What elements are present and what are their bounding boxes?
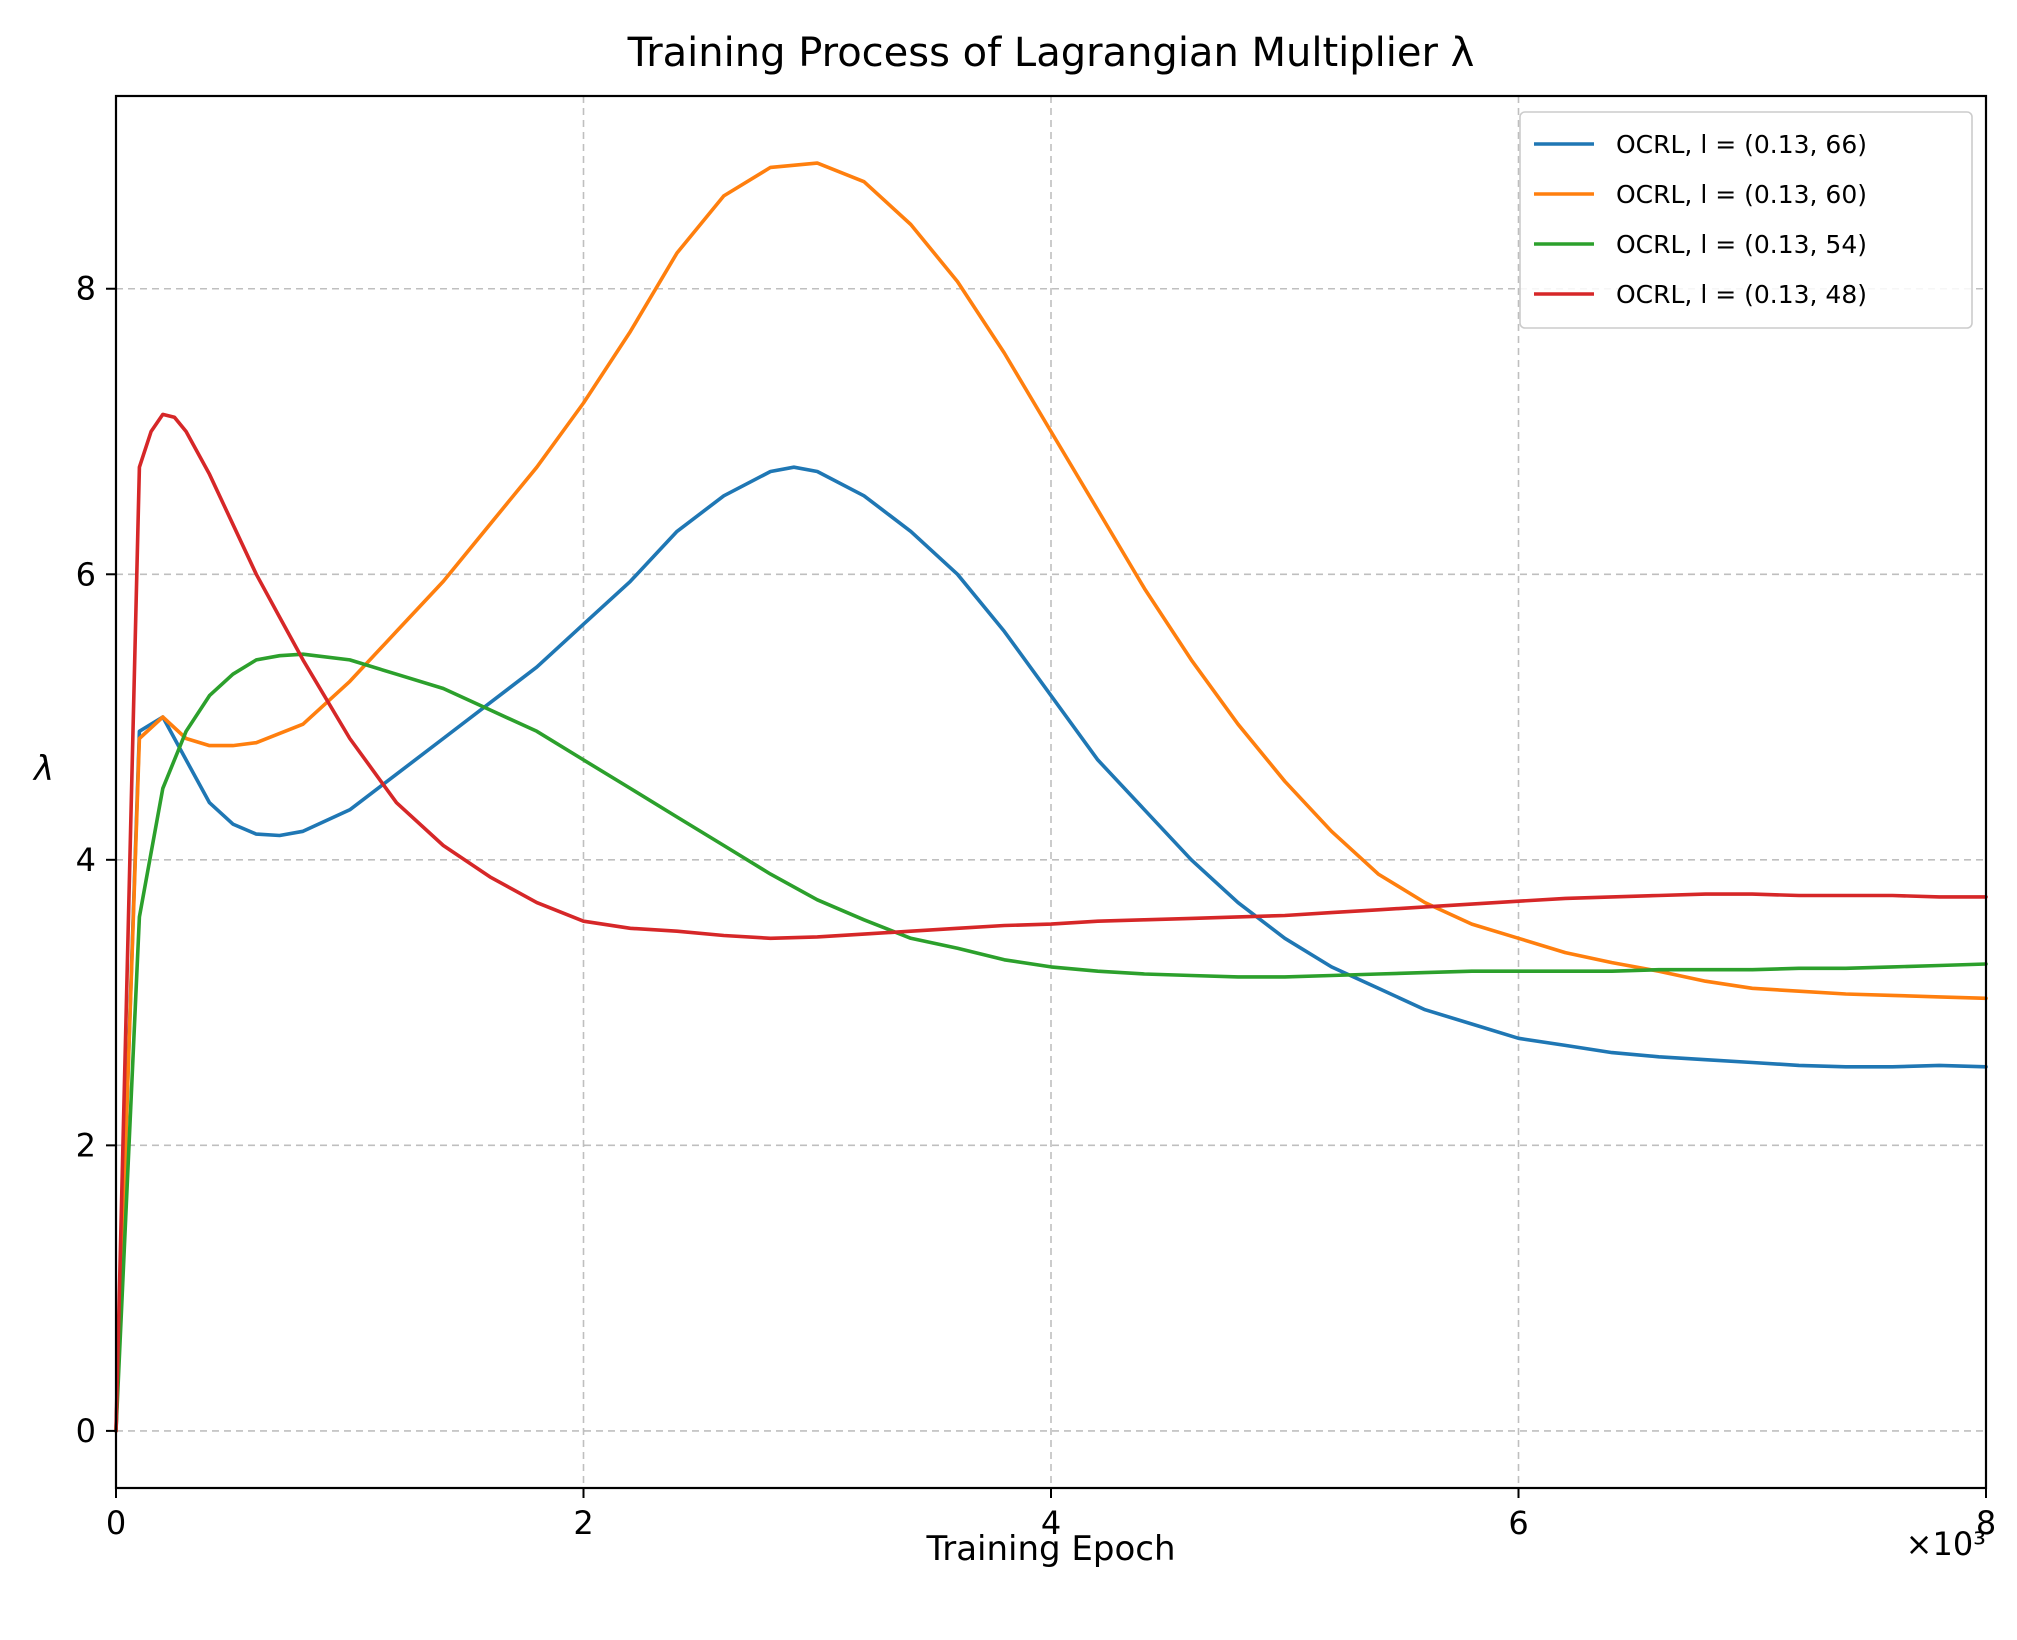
legend-label: OCRL, l = (0.13, 66) xyxy=(1616,130,1867,159)
y-tick-label: 2 xyxy=(76,1126,96,1164)
y-tick-label: 6 xyxy=(76,555,96,593)
grid xyxy=(116,96,1986,1488)
legend-box xyxy=(1519,111,1973,329)
legend-label: OCRL, l = (0.13, 60) xyxy=(1616,180,1867,209)
x-tick-label: 4 xyxy=(1041,1504,1061,1542)
legend-label: OCRL, l = (0.13, 54) xyxy=(1616,230,1867,259)
x-axis-label: Training Epoch xyxy=(925,1529,1175,1569)
legend-label: OCRL, l = (0.13, 48) xyxy=(1616,280,1867,309)
series-line-4 xyxy=(114,412,1988,1433)
x-tick-label: 8 xyxy=(1976,1504,1996,1542)
y-axis-ticks: 0 2 4 6 8 xyxy=(76,270,116,1450)
series-line-3 xyxy=(114,652,1988,1433)
y-tick-label: 0 xyxy=(76,1412,96,1450)
x-axis-multiplier: ×10³ xyxy=(1906,1525,1986,1563)
x-tick-label: 0 xyxy=(106,1504,126,1542)
legend: OCRL, l = (0.13, 66) OCRL, l = (0.13, 60)… xyxy=(1519,111,1973,329)
x-tick-label: 6 xyxy=(1508,1504,1528,1542)
series-lines xyxy=(114,161,1988,1433)
x-tick-label: 2 xyxy=(573,1504,593,1542)
x-axis-ticks: 0 2 4 6 8 xyxy=(106,1488,1996,1542)
series-line-1 xyxy=(114,465,1988,1433)
y-tick-label: 8 xyxy=(76,270,96,308)
y-tick-label: 4 xyxy=(76,841,96,879)
chart-title: Training Process of Lagrangian Multiplie… xyxy=(627,30,1475,76)
y-axis-label: λ xyxy=(32,749,54,789)
